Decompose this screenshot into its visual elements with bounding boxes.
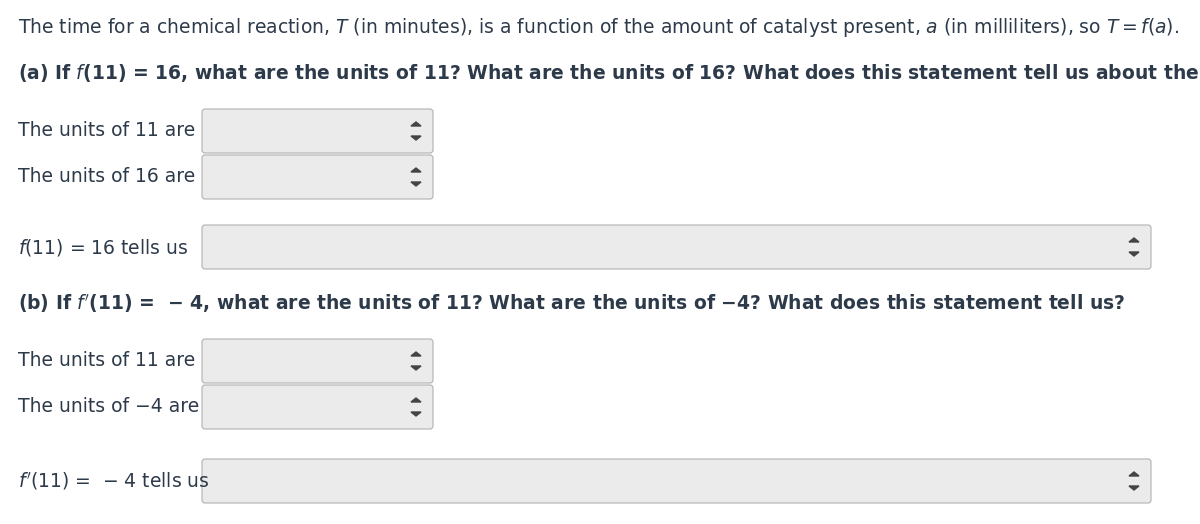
Polygon shape bbox=[410, 168, 421, 172]
Polygon shape bbox=[410, 366, 421, 370]
Polygon shape bbox=[1129, 238, 1139, 242]
FancyBboxPatch shape bbox=[202, 225, 1151, 269]
FancyBboxPatch shape bbox=[202, 385, 433, 429]
Polygon shape bbox=[1129, 486, 1139, 490]
Text: The units of −4 are: The units of −4 are bbox=[18, 398, 199, 417]
Text: The units of 16 are: The units of 16 are bbox=[18, 168, 196, 187]
Polygon shape bbox=[410, 398, 421, 402]
Polygon shape bbox=[410, 122, 421, 126]
Text: (b) If $\mathit{f}'$(11) =  − 4, what are the units of 11? What are the units of: (b) If $\mathit{f}'$(11) = − 4, what are… bbox=[18, 292, 1126, 315]
Polygon shape bbox=[1129, 472, 1139, 476]
Text: (a) If $\mathit{f}$(11) = 16, what are the units of 11? What are the units of 16: (a) If $\mathit{f}$(11) = 16, what are t… bbox=[18, 62, 1200, 84]
Polygon shape bbox=[1129, 252, 1139, 256]
Text: The time for a chemical reaction, $\mathit{T}$ (in minutes), is a function of th: The time for a chemical reaction, $\math… bbox=[18, 16, 1180, 39]
FancyBboxPatch shape bbox=[202, 109, 433, 153]
FancyBboxPatch shape bbox=[202, 459, 1151, 503]
Polygon shape bbox=[410, 182, 421, 186]
FancyBboxPatch shape bbox=[202, 339, 433, 383]
Polygon shape bbox=[410, 136, 421, 140]
Text: The units of 11 are: The units of 11 are bbox=[18, 352, 196, 370]
Polygon shape bbox=[410, 352, 421, 356]
Polygon shape bbox=[410, 412, 421, 416]
Text: $\mathit{f}$(11) = 16 tells us: $\mathit{f}$(11) = 16 tells us bbox=[18, 236, 188, 257]
FancyBboxPatch shape bbox=[202, 155, 433, 199]
Text: The units of 11 are: The units of 11 are bbox=[18, 122, 196, 140]
Text: $\mathit{f}'$(11) =  − 4 tells us: $\mathit{f}'$(11) = − 4 tells us bbox=[18, 470, 210, 492]
